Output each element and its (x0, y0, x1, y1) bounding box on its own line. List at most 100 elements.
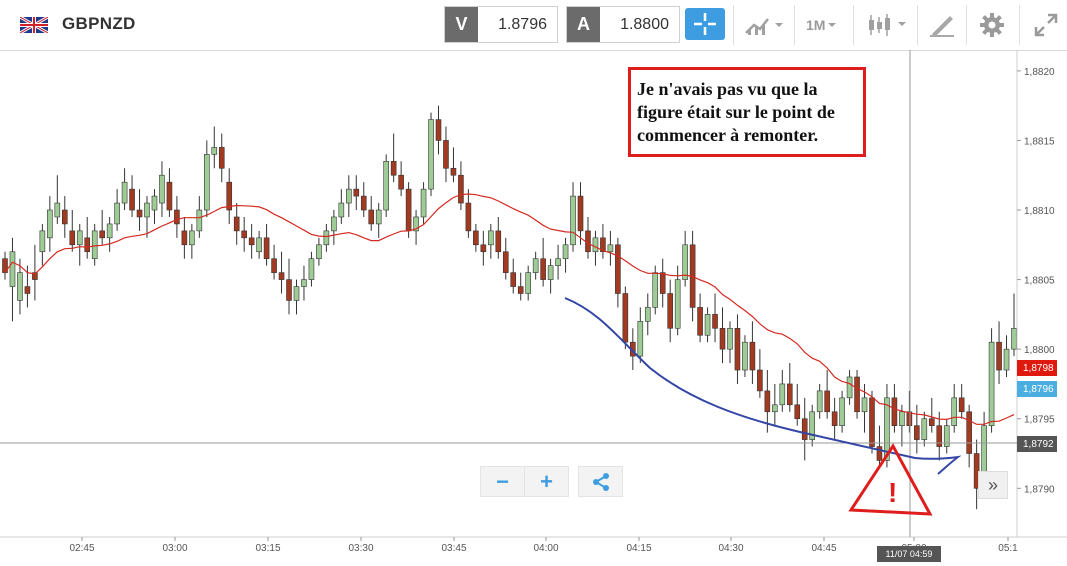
expand-button[interactable] (1034, 10, 1058, 40)
separator (733, 5, 734, 45)
candle-body (136, 209, 143, 218)
candle-body (286, 279, 292, 301)
candle-body (331, 216, 337, 232)
candle-body (966, 411, 972, 454)
candles-layer (2, 105, 1017, 510)
candle-body (420, 188, 427, 218)
candle-body (398, 174, 404, 190)
candle-body (891, 397, 898, 426)
candle-body (114, 202, 120, 225)
candle-body (502, 251, 509, 273)
candle-body (585, 230, 591, 253)
candle-body (159, 174, 165, 204)
candle-body (189, 230, 195, 246)
zoom-in-button[interactable]: + (524, 466, 569, 497)
candle-body (637, 321, 644, 357)
scroll-to-latest-button[interactable]: » (978, 471, 1008, 499)
drawing-tools-button[interactable] (928, 10, 956, 40)
chart-axes: 1,8820 1,8815 1,8810 1,8805 1,8800 1,8795 1,87… (0, 50, 1067, 554)
share-button[interactable] (578, 466, 623, 497)
candle-body (166, 181, 173, 211)
chart-toolbar: GBPNZD V 1.8796 A 1.8800 1M (0, 0, 1067, 51)
candle-body (233, 216, 240, 232)
annotation-box: Je n'avais pas vu que la figure était su… (628, 67, 866, 157)
candle-body (517, 286, 524, 294)
crosshair-button[interactable] (685, 8, 725, 40)
candle-body (196, 209, 203, 232)
candle-body (577, 195, 584, 232)
candle-body (84, 237, 91, 253)
candle-body (854, 376, 860, 413)
separator (917, 5, 918, 45)
candle-body (458, 174, 464, 204)
uk-flag-icon (20, 17, 48, 33)
time-tick-label: 04:15 (626, 543, 651, 554)
time-tick-label: 05:1 (998, 543, 1018, 554)
candle-body (39, 230, 46, 253)
candle-body (17, 272, 23, 301)
candle-body (712, 314, 718, 329)
buy-label: A (567, 7, 600, 42)
hand-drawn-curve (564, 297, 962, 475)
candle-body (764, 390, 771, 413)
cursor-time-tag-label: 11/07 04:59 (885, 549, 933, 559)
candle-style-button[interactable] (866, 10, 910, 40)
candle-body (622, 293, 629, 343)
candle-body (547, 265, 554, 280)
candle-body (346, 188, 352, 204)
candle-body (488, 230, 494, 246)
candle-body (278, 272, 285, 280)
time-tick-label: 03:00 (162, 543, 187, 554)
candle-body (801, 418, 808, 440)
candle-body (413, 216, 419, 232)
candle-body (9, 251, 16, 287)
chart-type-button[interactable] (744, 10, 786, 40)
timeframe-button[interactable]: 1M (806, 10, 839, 40)
candle-body (906, 411, 913, 426)
candle-body (218, 147, 225, 169)
separator (1019, 5, 1020, 45)
timeframe-label: 1M (806, 17, 826, 33)
time-tick-label: 04:00 (533, 543, 558, 554)
candle-body (323, 230, 330, 246)
candle-body (2, 258, 8, 273)
candle-body (839, 397, 845, 426)
candle-body (697, 307, 703, 336)
candle-body (831, 411, 838, 426)
double-chevron-right-icon: » (987, 474, 998, 495)
candle-body (659, 272, 666, 294)
separator (794, 5, 795, 45)
candle-body (211, 147, 218, 155)
instrument-symbol: GBPNZD (62, 14, 136, 33)
ma-price-tag-label: 1,8798 (1023, 362, 1054, 374)
time-tick-label: 03:15 (255, 543, 280, 554)
buy-price-button[interactable]: A 1.8800 (566, 6, 680, 43)
candle-body (91, 230, 98, 260)
candle-body (996, 341, 1002, 371)
candle-body (129, 188, 135, 211)
candle-body (480, 244, 487, 253)
candle-body (876, 446, 883, 461)
time-tick-label: 04:45 (811, 543, 836, 554)
candle-body (54, 202, 61, 218)
share-icon (592, 472, 609, 491)
candle-body (510, 272, 517, 287)
candle-body (816, 390, 823, 413)
candle-body (76, 230, 83, 246)
sell-price-button[interactable]: V 1.8796 (444, 6, 558, 43)
candle-body (144, 202, 150, 218)
candle-body (727, 327, 733, 350)
candle-body (861, 397, 868, 413)
candle-body (914, 425, 920, 440)
candle-body (555, 258, 561, 266)
candle-body (301, 279, 307, 287)
candle-body (241, 230, 247, 239)
candle-body (973, 453, 980, 489)
settings-button[interactable] (979, 10, 1005, 40)
zoom-out-button[interactable]: − (480, 466, 525, 497)
candle-body (570, 195, 576, 246)
bid-price-tag: 1,8796 (1017, 381, 1057, 397)
candle-body (1003, 348, 1010, 371)
candle-body (1011, 327, 1017, 350)
